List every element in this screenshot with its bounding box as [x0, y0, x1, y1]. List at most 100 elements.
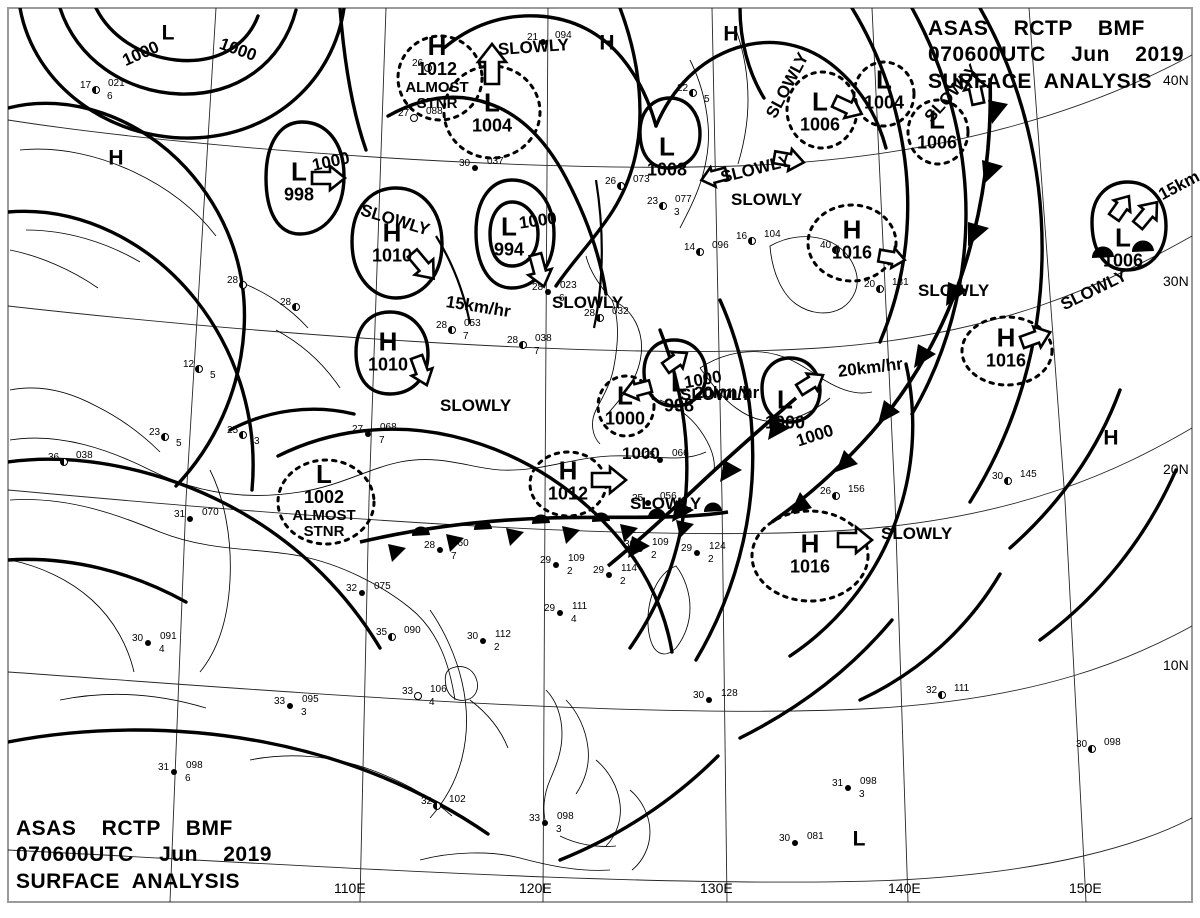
station-temperature: 31: [158, 762, 170, 773]
station-pressure: 075: [374, 581, 391, 592]
station-temperature: 23: [647, 196, 659, 207]
station-dewpoint: 2: [708, 554, 714, 565]
station-dewpoint: 5: [210, 370, 216, 381]
pressure-center-h-20[interactable]: H 1012: [548, 458, 588, 505]
station-temperature: 26: [820, 486, 832, 497]
station-pressure: 053: [464, 318, 481, 329]
title-block-bottom: ASAS RCTP BMF 070600UTC Jun 2019 SURFACE…: [16, 816, 272, 895]
station-pressure: 081: [807, 831, 824, 842]
pressure-center-l-9[interactable]: L 998: [284, 159, 314, 206]
pressure-value: 1004: [863, 92, 905, 113]
station-pressure: 102: [449, 794, 466, 805]
pressure-center-l-24[interactable]: L: [853, 829, 866, 850]
station-temperature: 30: [132, 633, 144, 644]
station-temperature: 22: [677, 83, 689, 94]
station-temperature: 29: [544, 603, 556, 614]
station-dewpoint: 5: [704, 94, 710, 105]
pressure-center-h-5[interactable]: H: [723, 24, 738, 45]
station-temperature: 16: [736, 231, 748, 242]
station-temperature: 33: [529, 813, 541, 824]
station-cloud-cover-icon: [545, 289, 551, 295]
pressure-center-h-1[interactable]: H: [108, 148, 123, 169]
motion-arrow-ne-5: [1107, 194, 1132, 223]
station-cloud-cover-icon: [359, 590, 365, 596]
pressure-center-l-14[interactable]: L 1006: [1103, 225, 1143, 272]
station-cloud-cover-icon: [1088, 745, 1096, 753]
station-cloud-cover-icon: [424, 64, 432, 72]
station-temperature: 31: [174, 509, 186, 520]
station-pressure: 094: [555, 30, 572, 41]
station-pressure: 145: [1020, 469, 1037, 480]
pressure-center-h-2[interactable]: H 1012 ALMOST STNR: [405, 33, 468, 111]
pressure-value: 1010: [371, 245, 413, 266]
pressure-center-l-16[interactable]: L 1000: [605, 383, 645, 430]
station-cloud-cover-icon: [694, 550, 700, 556]
pressure-center-h-13[interactable]: H 1016: [832, 217, 872, 264]
station-cloud-cover-icon: [845, 785, 851, 791]
station-temperature: 36: [48, 452, 60, 463]
pressure-value: 1006: [1102, 250, 1144, 271]
pressure-center-l-0[interactable]: L: [162, 23, 175, 44]
latitude-label-30N: 30N: [1163, 273, 1189, 289]
station-temperature: 25: [632, 493, 644, 504]
pressure-center-l-3[interactable]: L 1004: [472, 90, 512, 137]
pressure-value: 998: [663, 395, 695, 416]
station-cloud-cover-icon: [171, 769, 177, 775]
station-pressure: 112: [495, 629, 511, 640]
station-dewpoint: 6: [107, 91, 113, 102]
pressure-center-l-8[interactable]: L 1006: [917, 107, 957, 154]
pressure-value: 1004: [471, 115, 513, 136]
m-slowly-6: SLOWLY: [552, 293, 624, 312]
station-cloud-cover-icon: [540, 39, 546, 45]
pressure-center-h-22[interactable]: H 1016: [986, 325, 1026, 372]
pressure-center-l-7[interactable]: L 1004: [864, 67, 904, 114]
dashed-l1006e: [906, 98, 970, 166]
station-pressure: 060: [452, 538, 469, 549]
low-symbol: L: [812, 86, 828, 117]
station-temperature: 28: [532, 282, 544, 293]
pressure-center-h-4[interactable]: H: [599, 33, 614, 54]
station-dewpoint: 4: [159, 644, 165, 655]
pressure-center-h-10[interactable]: H 1010: [372, 220, 412, 267]
station-cloud-cover-icon: [239, 431, 247, 439]
pressure-center-h-19[interactable]: H 1016: [790, 531, 830, 578]
station-pressure: 056: [660, 491, 677, 502]
motion-arrow-sw-1: [408, 353, 435, 388]
station-cloud-cover-icon: [1004, 477, 1012, 485]
station-cloud-cover-icon: [748, 237, 756, 245]
m-slowly-11: SLOWLY: [918, 281, 990, 300]
warm-front-segment: [1091, 240, 1154, 258]
station-pressure: 038: [535, 333, 552, 344]
pressure-center-l-11[interactable]: L 994: [494, 214, 524, 261]
station-temperature: 30: [459, 158, 471, 169]
station-dewpoint: 5: [176, 438, 182, 449]
pressure-center-l-12[interactable]: L 1008: [647, 134, 687, 181]
high-symbol: H: [842, 214, 862, 245]
station-temperature: 25: [227, 425, 239, 436]
pressure-center-l-21[interactable]: L 1002 ALMOST STNR: [292, 461, 355, 539]
station-cloud-cover-icon: [437, 547, 443, 553]
title-line-1: ASAS RCTP BMF: [16, 817, 233, 840]
high-symbol: H: [800, 528, 820, 559]
station-pressure: 104: [764, 229, 781, 240]
low-symbol: L: [929, 104, 945, 135]
high-symbol: H: [382, 217, 402, 248]
low-symbol: L: [1115, 222, 1131, 253]
motion-arrow-w-1: [621, 377, 654, 402]
station-cloud-cover-icon: [706, 697, 712, 703]
motion-arrows: [310, 41, 1159, 556]
station-cloud-cover-icon: [448, 326, 456, 334]
pressure-center-l-6[interactable]: L 1006: [800, 89, 840, 136]
pressure-value: 1016: [985, 350, 1027, 371]
station-pressure: 124: [709, 541, 726, 552]
pressure-center-l-18[interactable]: L 1000: [765, 387, 805, 434]
pressure-center-l-17[interactable]: L 998: [664, 370, 694, 417]
motion-arrow-right-2: [590, 464, 629, 496]
pressure-center-h-15[interactable]: H 1010: [368, 329, 408, 376]
pressure-center-h-23[interactable]: H: [1103, 428, 1118, 449]
station-temperature: 21: [527, 32, 539, 43]
pressure-value: 994: [493, 239, 525, 260]
motion-arrow-right-3: [836, 524, 875, 556]
station-pressure: 111: [954, 683, 970, 694]
station-cloud-cover-icon: [410, 114, 418, 122]
